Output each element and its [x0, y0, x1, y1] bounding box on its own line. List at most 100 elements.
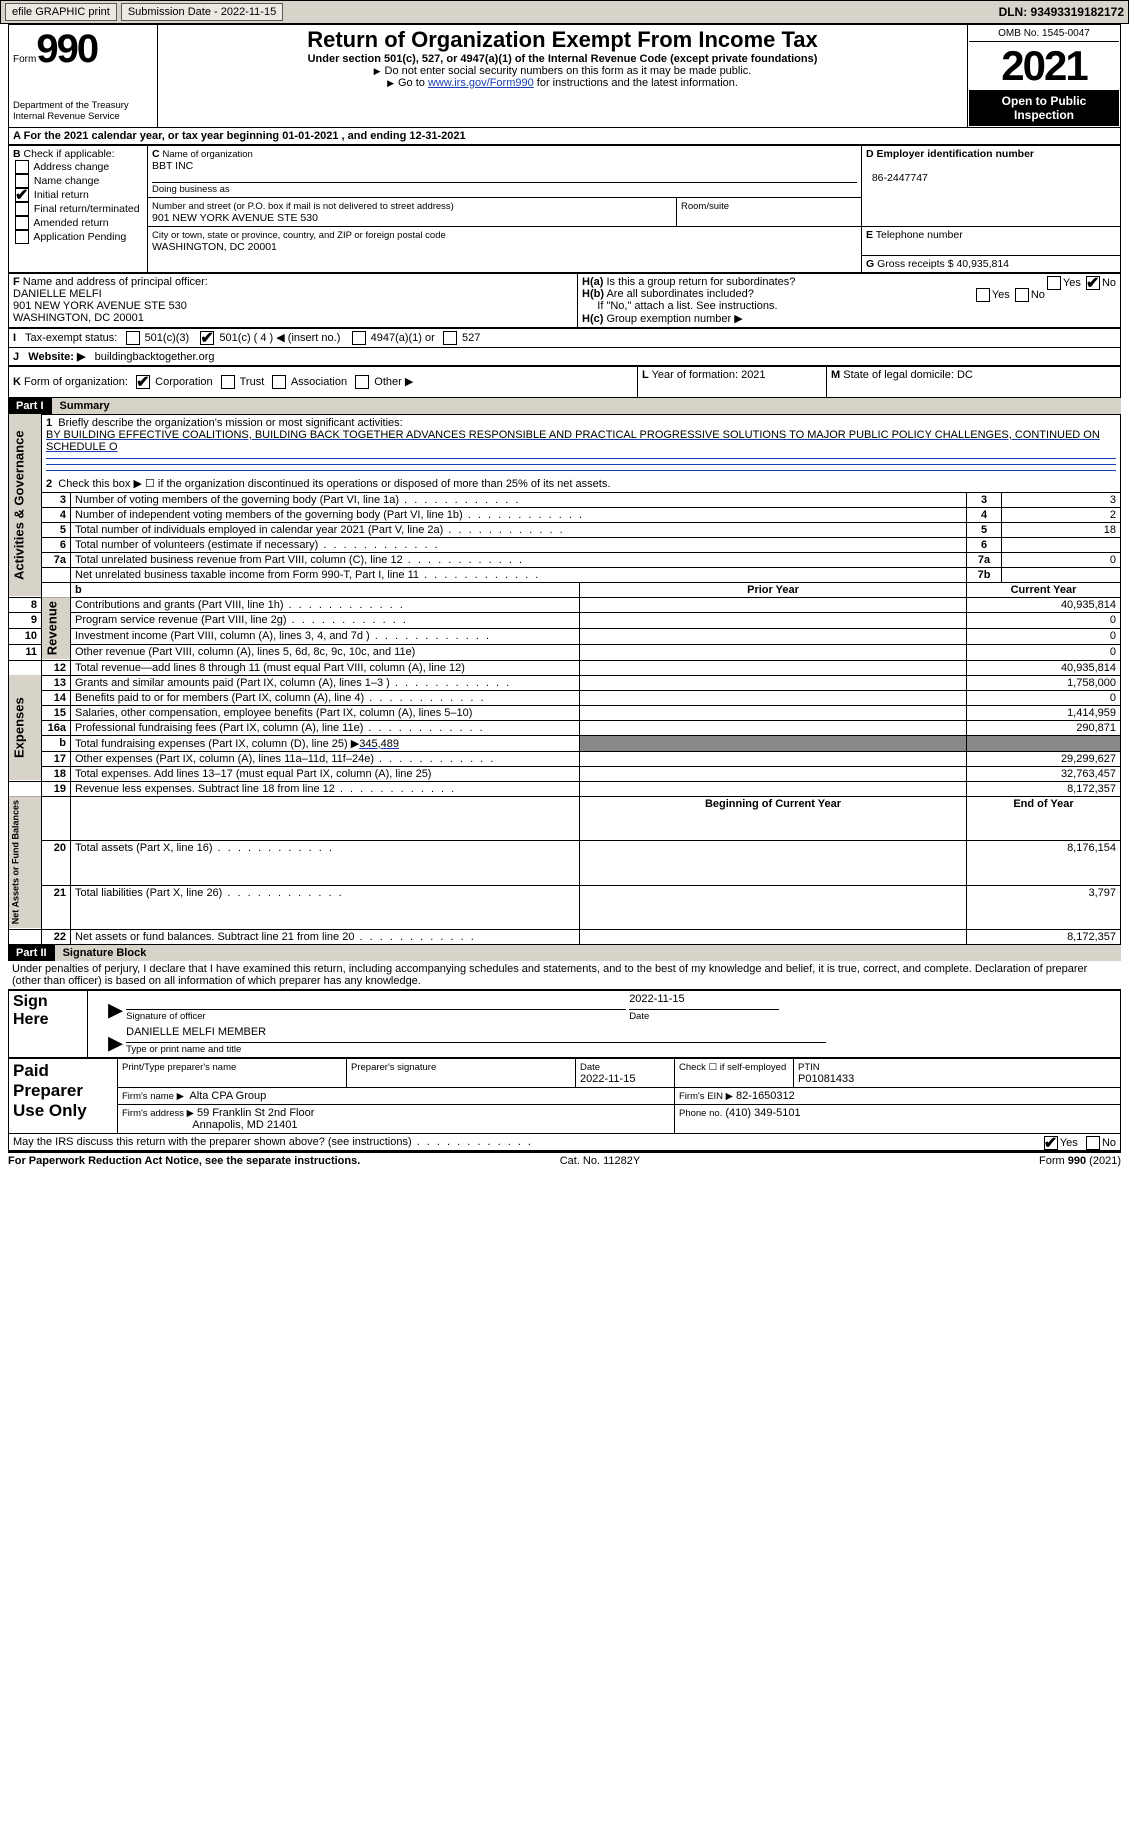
chk-corp[interactable]	[136, 375, 150, 389]
I-lbl: Tax-exempt status:	[25, 332, 117, 344]
officer-addr2: WASHINGTON, DC 20001	[13, 312, 144, 324]
discuss-line: May the IRS discuss this return with the…	[8, 1134, 1121, 1151]
v12: 40,935,814	[967, 660, 1121, 675]
part1-title: Summary	[52, 398, 1121, 414]
officer-addr1: 901 NEW YORK AVENUE STE 530	[13, 300, 187, 312]
Ha-no[interactable]	[1086, 276, 1100, 290]
l22: Net assets or fund balances. Subtract li…	[75, 931, 476, 943]
chk-501c[interactable]	[200, 331, 214, 345]
l5: Total number of individuals employed in …	[75, 524, 565, 536]
dept-treasury: Department of the Treasury	[13, 100, 153, 111]
discuss-yes[interactable]	[1044, 1136, 1058, 1150]
prep-phone: (410) 349-5101	[725, 1107, 800, 1119]
vtab-netassets: Net Assets or Fund Balances	[9, 796, 42, 929]
chk-501c3[interactable]	[126, 331, 140, 345]
chk-amended[interactable]	[15, 216, 29, 230]
chk-app-pending[interactable]	[15, 230, 29, 244]
no-lbl2: No	[1031, 288, 1045, 300]
v20: 8,176,154	[967, 841, 1121, 885]
prior-hdr: Prior Year	[580, 582, 967, 597]
curr-hdr: Current Year	[967, 582, 1121, 597]
footer-cat: Cat. No. 11282Y	[560, 1155, 641, 1167]
irs-link[interactable]: www.irs.gov/Form990	[428, 77, 534, 89]
F-lbl: Name and address of principal officer:	[23, 276, 208, 288]
officer-name: DANIELLE MELFI	[13, 288, 102, 300]
l10: Investment income (Part VIII, column (A)…	[75, 630, 491, 642]
l19: Revenue less expenses. Subtract line 18 …	[75, 783, 456, 795]
lbl-assoc: Association	[291, 376, 347, 388]
faddr2: Annapolis, MD 21401	[192, 1119, 297, 1131]
v7b	[1002, 567, 1121, 582]
chk-trust[interactable]	[221, 375, 235, 389]
city-lbl: City or town, state or province, country…	[152, 230, 446, 241]
v14: 0	[967, 690, 1121, 705]
pname-lbl: Print/Type preparer's name	[122, 1062, 236, 1073]
part1-num: Part I	[8, 398, 52, 414]
chk-addr-change[interactable]	[15, 160, 29, 174]
yes-lbl3: Yes	[1060, 1137, 1078, 1149]
l1-lbl: Briefly describe the organization's miss…	[58, 417, 402, 429]
l7a: Total unrelated business revenue from Pa…	[75, 554, 524, 566]
efile-btn[interactable]: efile GRAPHIC print	[5, 3, 117, 21]
part2-num: Part II	[8, 945, 55, 961]
summary-table: Activities & Governance 1 Briefly descri…	[8, 414, 1121, 945]
subtitle-2: Do not enter social security numbers on …	[162, 65, 963, 77]
v3: 3	[1002, 492, 1121, 507]
lbl-501c: 501(c) ( 4 ) ◀ (insert no.)	[219, 332, 340, 344]
subtitle-1: Under section 501(c), 527, or 4947(a)(1)…	[162, 53, 963, 65]
tax-year: 2021	[969, 42, 1119, 90]
part2-title: Signature Block	[55, 945, 1121, 961]
M: State of legal domicile: DC	[843, 369, 973, 381]
form-word: Form	[13, 54, 36, 65]
org-name: BBT INC	[152, 160, 193, 172]
l16b-val: 345,489	[359, 738, 399, 750]
chk-other[interactable]	[355, 375, 369, 389]
end-hdr: End of Year	[967, 796, 1121, 840]
discuss-no[interactable]	[1086, 1136, 1100, 1150]
chk-initial-return[interactable]	[15, 188, 29, 202]
lbl-final-return: Final return/terminated	[34, 203, 140, 215]
l2: Check this box ▶ ☐ if the organization d…	[58, 478, 610, 490]
l3: Number of voting members of the governin…	[75, 494, 520, 506]
part2-header: Part II Signature Block	[8, 945, 1121, 961]
footer-left: For Paperwork Reduction Act Notice, see …	[8, 1155, 360, 1167]
irs: Internal Revenue Service	[13, 111, 153, 122]
l8: Contributions and grants (Part VIII, lin…	[75, 599, 405, 611]
chk-final-return[interactable]	[15, 202, 29, 216]
chk-527[interactable]	[443, 331, 457, 345]
mission-text: BY BUILDING EFFECTIVE COALITIONS, BUILDI…	[46, 429, 1100, 453]
city: WASHINGTON, DC 20001	[152, 241, 277, 253]
v22: 8,172,357	[967, 930, 1121, 945]
K-lbl: Form of organization:	[24, 376, 128, 388]
L: Year of formation: 2021	[652, 369, 766, 381]
subtitle-3: Go to www.irs.gov/Form990 for instructio…	[162, 77, 963, 89]
lbl-527: 527	[462, 332, 480, 344]
ptin: P01081433	[798, 1073, 854, 1085]
Hb-no[interactable]	[1015, 288, 1029, 302]
v7a: 0	[1002, 552, 1121, 567]
Hb-yes[interactable]	[976, 288, 990, 302]
Ha-yes[interactable]	[1047, 276, 1061, 290]
yes-lbl: Yes	[1063, 276, 1081, 288]
v18: 32,763,457	[967, 766, 1121, 781]
room-lbl: Room/suite	[681, 201, 729, 212]
pdate-lbl: Date	[580, 1062, 600, 1073]
H-note: If "No," attach a list. See instructions…	[597, 300, 777, 312]
self-emp: Check ☐ if self-employed	[679, 1062, 786, 1073]
psig-lbl: Preparer's signature	[351, 1062, 436, 1073]
l17: Other expenses (Part IX, column (A), lin…	[75, 753, 495, 765]
G-lbl: Gross receipts $	[877, 258, 953, 270]
dln: DLN: 93493319182172	[999, 5, 1124, 19]
chk-4947[interactable]	[352, 331, 366, 345]
lbl-name-change: Name change	[34, 175, 99, 187]
Hc: Group exemption number ▶	[606, 313, 742, 325]
Hb: Are all subordinates included?	[606, 288, 753, 300]
name-arrow-icon: ▸	[108, 1026, 123, 1059]
gross-receipts: 40,935,814	[956, 258, 1009, 270]
l16a: Professional fundraising fees (Part IX, …	[75, 722, 485, 734]
sign-block: Sign Here ▸ Signature of officer 2022-11…	[8, 990, 1121, 1058]
dba-lbl: Doing business as	[152, 184, 230, 195]
lbl-addr-change: Address change	[33, 161, 109, 173]
ein: 82-1650312	[736, 1090, 795, 1102]
chk-assoc[interactable]	[272, 375, 286, 389]
